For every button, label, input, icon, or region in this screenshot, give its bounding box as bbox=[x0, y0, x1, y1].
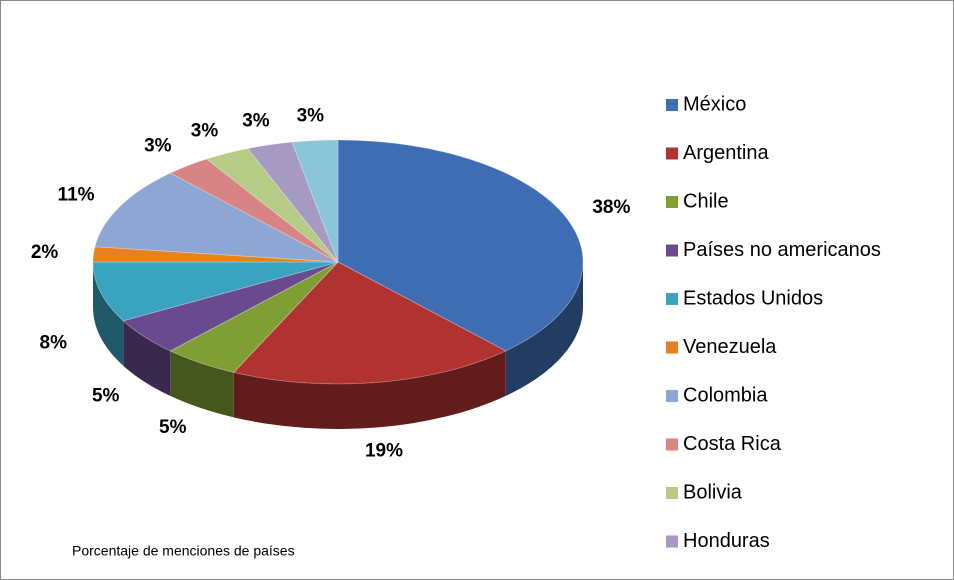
data-label: 3% bbox=[144, 135, 172, 156]
data-label: 19% bbox=[365, 441, 403, 462]
slice-side bbox=[505, 262, 583, 396]
legend-label: Argentina bbox=[683, 142, 769, 164]
legend-swatch bbox=[666, 487, 678, 499]
slice bbox=[92, 246, 339, 263]
data-label: 3% bbox=[191, 121, 219, 142]
data-label: 2% bbox=[31, 242, 59, 263]
data-label: 3% bbox=[242, 110, 270, 131]
legend-label: Bolivia bbox=[683, 481, 743, 503]
data-label: 8% bbox=[40, 332, 68, 353]
legend-label: México bbox=[683, 93, 746, 115]
slice bbox=[337, 139, 584, 352]
slice-side bbox=[123, 320, 171, 396]
slice-side bbox=[170, 350, 234, 418]
legend-label: Honduras bbox=[683, 530, 770, 552]
caption: Porcentaje de menciones de países bbox=[72, 543, 295, 559]
slice bbox=[94, 172, 339, 263]
data-label: 5% bbox=[92, 386, 120, 407]
slice bbox=[232, 261, 507, 385]
legend-swatch bbox=[666, 341, 678, 354]
data-label: 38% bbox=[592, 197, 630, 218]
slice-side bbox=[233, 350, 506, 429]
data-label: 11% bbox=[58, 185, 95, 206]
legend-swatch bbox=[666, 147, 678, 160]
data-label: 5% bbox=[159, 417, 187, 438]
legend-swatch bbox=[666, 390, 678, 402]
slice bbox=[169, 261, 339, 373]
slice bbox=[169, 158, 339, 263]
legend-label: Colombia bbox=[683, 384, 768, 406]
legend-label: Venezuela bbox=[683, 336, 777, 358]
legend-swatch bbox=[666, 438, 678, 451]
legend-swatch bbox=[666, 293, 678, 305]
legend-swatch bbox=[666, 244, 678, 257]
slice-side bbox=[93, 262, 124, 366]
legend-label: Chile bbox=[683, 190, 729, 212]
slice bbox=[205, 148, 339, 263]
legend-label: Estados Unidos bbox=[683, 287, 823, 309]
slice bbox=[291, 139, 339, 263]
legend-label: Países no americanos bbox=[683, 239, 881, 261]
legend-swatch bbox=[666, 99, 678, 111]
legend-label: Costa Rica bbox=[683, 433, 782, 455]
data-label: 3% bbox=[297, 105, 325, 126]
slice bbox=[92, 261, 339, 322]
legend-swatch bbox=[666, 196, 678, 208]
legend-swatch bbox=[666, 535, 678, 548]
slice bbox=[246, 141, 339, 263]
slice bbox=[122, 261, 339, 352]
